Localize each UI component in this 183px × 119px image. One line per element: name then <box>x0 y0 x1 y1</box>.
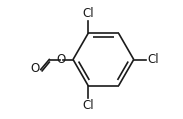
Text: Cl: Cl <box>82 7 94 20</box>
Text: O: O <box>30 62 39 75</box>
Text: Cl: Cl <box>147 53 159 66</box>
Text: Cl: Cl <box>82 99 94 112</box>
Text: O: O <box>57 53 66 66</box>
